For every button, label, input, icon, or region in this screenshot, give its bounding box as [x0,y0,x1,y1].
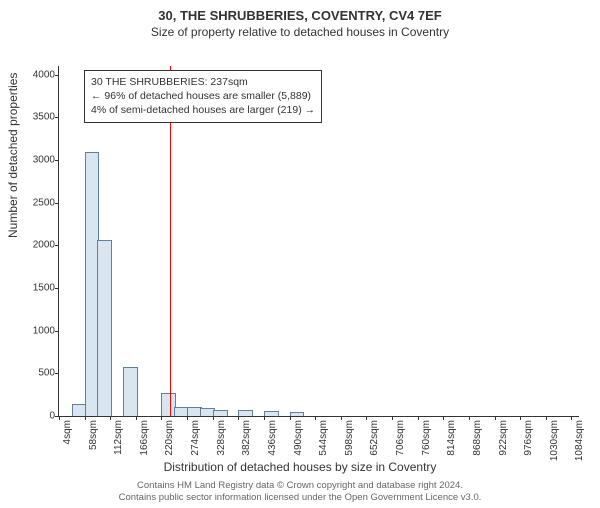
x-tick-label: 328sqm [216,420,227,456]
x-tick-mark [520,416,521,420]
info-line-1: 30 THE SHRUBBERIES: 237sqm [91,75,315,89]
x-tick-label: 706sqm [395,420,406,456]
y-tick-mark [55,245,59,246]
y-tick-mark [55,117,59,118]
y-tick-label: 3500 [21,112,55,123]
x-tick-mark [571,416,572,420]
x-tick-mark [110,416,111,420]
x-tick-label: 274sqm [190,420,201,456]
x-tick-mark [443,416,444,420]
x-tick-label: 4sqm [62,420,73,444]
x-tick-label: 922sqm [498,420,509,456]
x-tick-mark [392,416,393,420]
x-tick-mark [85,416,86,420]
x-tick-label: 760sqm [421,420,432,456]
chart-subtitle: Size of property relative to detached ho… [0,25,600,39]
x-tick-label: 1030sqm [549,420,560,461]
copyright: Contains HM Land Registry data © Crown c… [0,480,600,504]
y-tick-label: 1500 [21,282,55,293]
x-tick-label: 1084sqm [574,420,585,461]
y-tick-label: 3000 [21,154,55,165]
x-tick-mark [238,416,239,420]
x-tick-label: 490sqm [293,420,304,456]
x-tick-mark [187,416,188,420]
x-axis-label: Distribution of detached houses by size … [0,460,600,474]
x-tick-mark [59,416,60,420]
histogram-bar [97,240,112,416]
info-line-3: 4% of semi-detached houses are larger (2… [91,103,315,117]
x-tick-label: 652sqm [369,420,380,456]
histogram-bar [290,412,305,416]
info-line-2: ← 96% of detached houses are smaller (5,… [91,89,315,103]
x-tick-mark [264,416,265,420]
histogram-bar [264,411,279,416]
y-tick-mark [55,160,59,161]
y-tick-mark [55,331,59,332]
x-tick-label: 112sqm [113,420,124,455]
y-tick-mark [55,373,59,374]
plot-container: 050010001500200025003000350040004sqm58sq… [58,66,578,416]
x-tick-label: 976sqm [523,420,534,456]
x-tick-mark [366,416,367,420]
x-tick-mark [136,416,137,420]
y-axis-label: Number of detached properties [6,73,20,238]
x-tick-label: 868sqm [472,420,483,456]
y-tick-mark [55,75,59,76]
y-tick-label: 500 [21,368,55,379]
histogram-bar [238,410,253,416]
x-tick-label: 166sqm [139,420,150,456]
y-tick-label: 4000 [21,69,55,80]
y-tick-mark [55,203,59,204]
x-tick-mark [495,416,496,420]
y-tick-mark [55,288,59,289]
info-box: 30 THE SHRUBBERIES: 237sqm ← 96% of deta… [84,70,322,123]
x-tick-mark [290,416,291,420]
y-tick-label: 0 [21,411,55,422]
x-tick-mark [315,416,316,420]
y-tick-label: 2000 [21,240,55,251]
x-tick-label: 58sqm [88,420,99,450]
x-tick-mark [469,416,470,420]
x-tick-mark [418,416,419,420]
x-tick-label: 598sqm [344,420,355,456]
x-tick-mark [341,416,342,420]
x-tick-label: 544sqm [318,420,329,456]
x-tick-mark [546,416,547,420]
x-tick-label: 814sqm [446,420,457,456]
y-tick-label: 2500 [21,197,55,208]
chart-title: 30, THE SHRUBBERIES, COVENTRY, CV4 7EF [0,8,600,23]
x-tick-label: 220sqm [164,420,175,456]
y-tick-label: 1000 [21,325,55,336]
x-tick-label: 436sqm [267,420,278,456]
x-tick-label: 382sqm [241,420,252,456]
x-tick-mark [161,416,162,420]
copyright-line-2: Contains public sector information licen… [0,492,600,504]
histogram-bar [123,367,138,416]
copyright-line-1: Contains HM Land Registry data © Crown c… [0,480,600,492]
x-tick-mark [213,416,214,420]
histogram-bar [213,410,228,416]
